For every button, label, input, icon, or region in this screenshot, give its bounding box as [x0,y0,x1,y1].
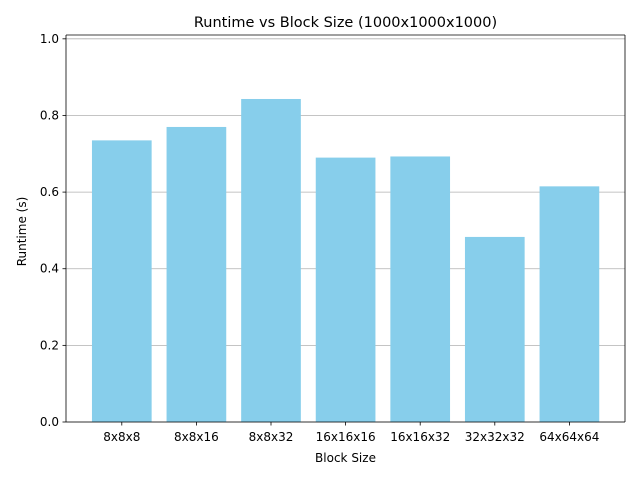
x-axis-label: Block Size [315,451,376,465]
x-tick-label: 8x8x16 [174,430,219,444]
y-tick-label: 1.0 [40,32,59,46]
ticks: 0.0 0.2 0.4 0.6 0.8 1.0 8x8x8 8x8x16 8x8x32 16x16… [40,32,600,444]
x-tick-label: 8x8x8 [103,430,140,444]
bar [315,157,376,422]
y-tick-label: 0.4 [40,262,59,276]
y-axis-label: Runtime (s) [15,197,29,267]
y-tick-label: 0.6 [40,185,59,199]
x-tick-label: 16x16x32 [390,430,450,444]
bar [539,186,600,422]
bars [91,98,600,423]
y-tick-label: 0.0 [40,415,59,429]
bar [390,156,451,422]
y-tick-label: 0.2 [40,338,59,352]
x-tick-label: 16x16x16 [316,430,376,444]
bar [166,126,227,423]
x-tick-label: 8x8x32 [249,430,294,444]
x-tick-label: 64x64x64 [539,430,599,444]
x-tick-label: 32x32x32 [465,430,525,444]
y-tick-label: 0.8 [40,108,59,122]
bar [91,140,152,423]
bar [464,236,525,422]
bar [241,98,301,422]
chart-title: Runtime vs Block Size (1000x1000x1000) [194,15,497,31]
axes [65,34,626,423]
